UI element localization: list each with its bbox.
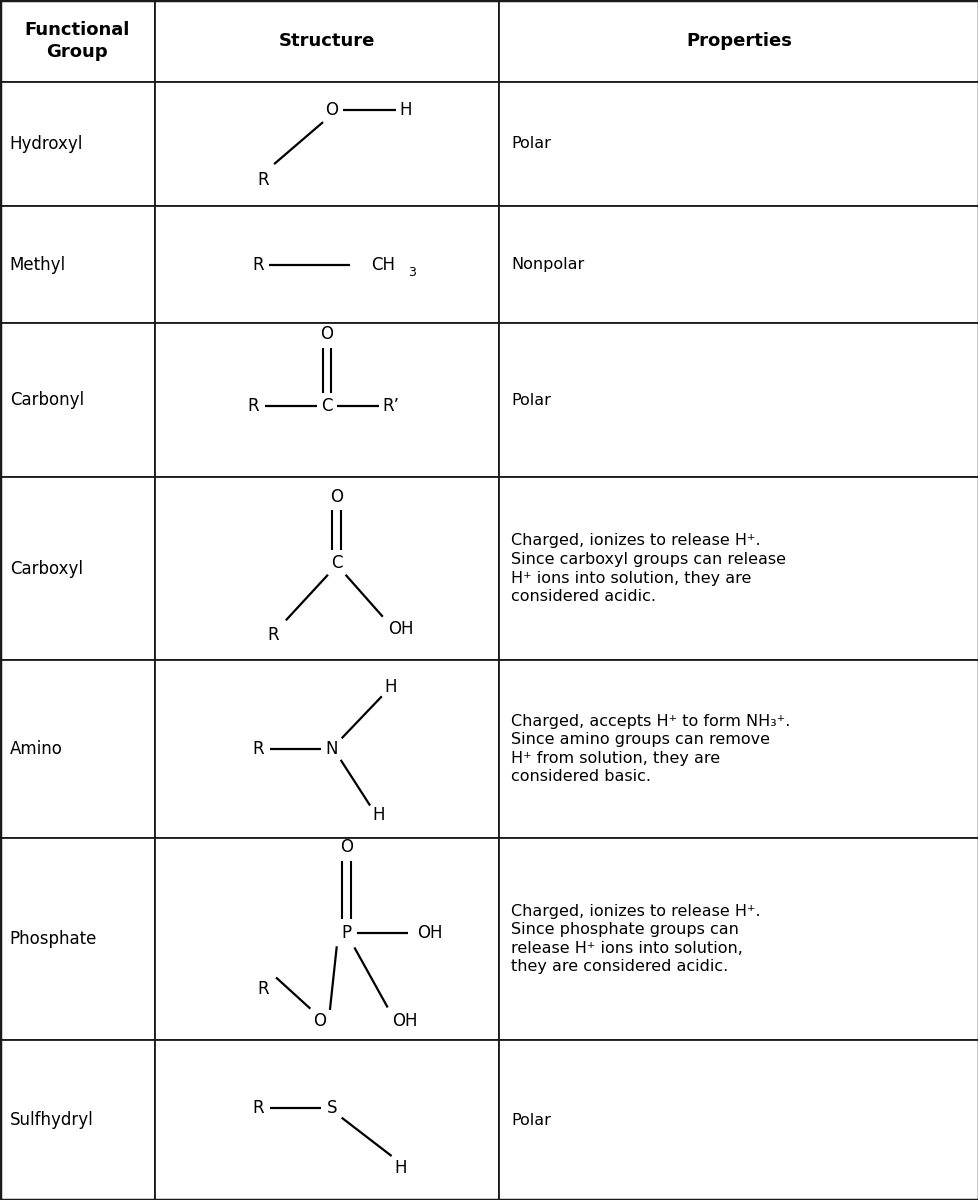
- Text: R: R: [257, 980, 269, 998]
- Text: Sulfhydryl: Sulfhydryl: [10, 1111, 94, 1129]
- Bar: [0, 1040, 155, 1200]
- Bar: [499, 205, 978, 324]
- Bar: [0, 660, 155, 838]
- Text: O: O: [312, 1012, 326, 1030]
- Text: OH: OH: [387, 619, 413, 637]
- Text: Functional
Group: Functional Group: [24, 20, 130, 61]
- Bar: [0, 324, 155, 478]
- Bar: [155, 82, 499, 205]
- Bar: [499, 1040, 978, 1200]
- Bar: [155, 838, 499, 1040]
- Text: R: R: [252, 1099, 264, 1117]
- Text: C: C: [321, 397, 333, 415]
- Text: Nonpolar: Nonpolar: [511, 257, 584, 272]
- Text: Polar: Polar: [511, 1112, 551, 1128]
- Bar: [155, 205, 499, 324]
- Text: H: H: [394, 1159, 406, 1177]
- Text: R: R: [257, 170, 269, 188]
- Bar: [499, 82, 978, 205]
- Text: Charged, ionizes to release H⁺.
Since carboxyl groups can release
H⁺ ions into s: Charged, ionizes to release H⁺. Since ca…: [511, 533, 785, 604]
- Text: R: R: [267, 625, 279, 643]
- Text: R’: R’: [381, 397, 399, 415]
- Text: H: H: [399, 101, 411, 119]
- Text: O: O: [325, 101, 338, 119]
- Text: OH: OH: [392, 1012, 418, 1030]
- Bar: [155, 478, 499, 660]
- Text: Polar: Polar: [511, 392, 551, 408]
- Bar: [155, 0, 499, 82]
- Text: 3: 3: [408, 266, 416, 280]
- Text: R: R: [247, 397, 259, 415]
- Text: Carboxyl: Carboxyl: [10, 559, 83, 577]
- Text: P: P: [341, 924, 351, 942]
- Text: OH: OH: [417, 924, 442, 942]
- Bar: [0, 0, 155, 82]
- Bar: [0, 478, 155, 660]
- Text: Carbonyl: Carbonyl: [10, 391, 84, 409]
- Text: O: O: [339, 838, 353, 856]
- Bar: [499, 324, 978, 478]
- Bar: [155, 660, 499, 838]
- Text: Amino: Amino: [10, 740, 63, 758]
- Bar: [499, 478, 978, 660]
- Text: O: O: [320, 325, 333, 343]
- Bar: [155, 324, 499, 478]
- Text: Charged, ionizes to release H⁺.
Since phosphate groups can
release H⁺ ions into : Charged, ionizes to release H⁺. Since ph…: [511, 904, 760, 974]
- Text: Charged, accepts H⁺ to form NH₃⁺.
Since amino groups can remove
H⁺ from solution: Charged, accepts H⁺ to form NH₃⁺. Since …: [511, 714, 789, 785]
- Bar: [0, 82, 155, 205]
- Text: Properties: Properties: [686, 32, 791, 50]
- Text: Structure: Structure: [279, 32, 375, 50]
- Text: H: H: [373, 806, 384, 824]
- Bar: [499, 838, 978, 1040]
- Text: Phosphate: Phosphate: [10, 930, 97, 948]
- Bar: [155, 1040, 499, 1200]
- Text: S: S: [327, 1099, 336, 1117]
- Text: CH: CH: [371, 256, 395, 274]
- Bar: [0, 838, 155, 1040]
- Text: R: R: [252, 256, 264, 274]
- Text: Hydroxyl: Hydroxyl: [10, 134, 83, 152]
- Bar: [499, 0, 978, 82]
- Text: N: N: [326, 740, 337, 758]
- Text: O: O: [330, 487, 343, 505]
- Text: Polar: Polar: [511, 136, 551, 151]
- Text: C: C: [331, 553, 342, 571]
- Bar: [0, 205, 155, 324]
- Bar: [499, 660, 978, 838]
- Text: Methyl: Methyl: [10, 256, 66, 274]
- Text: H: H: [384, 678, 396, 696]
- Text: R: R: [252, 740, 264, 758]
